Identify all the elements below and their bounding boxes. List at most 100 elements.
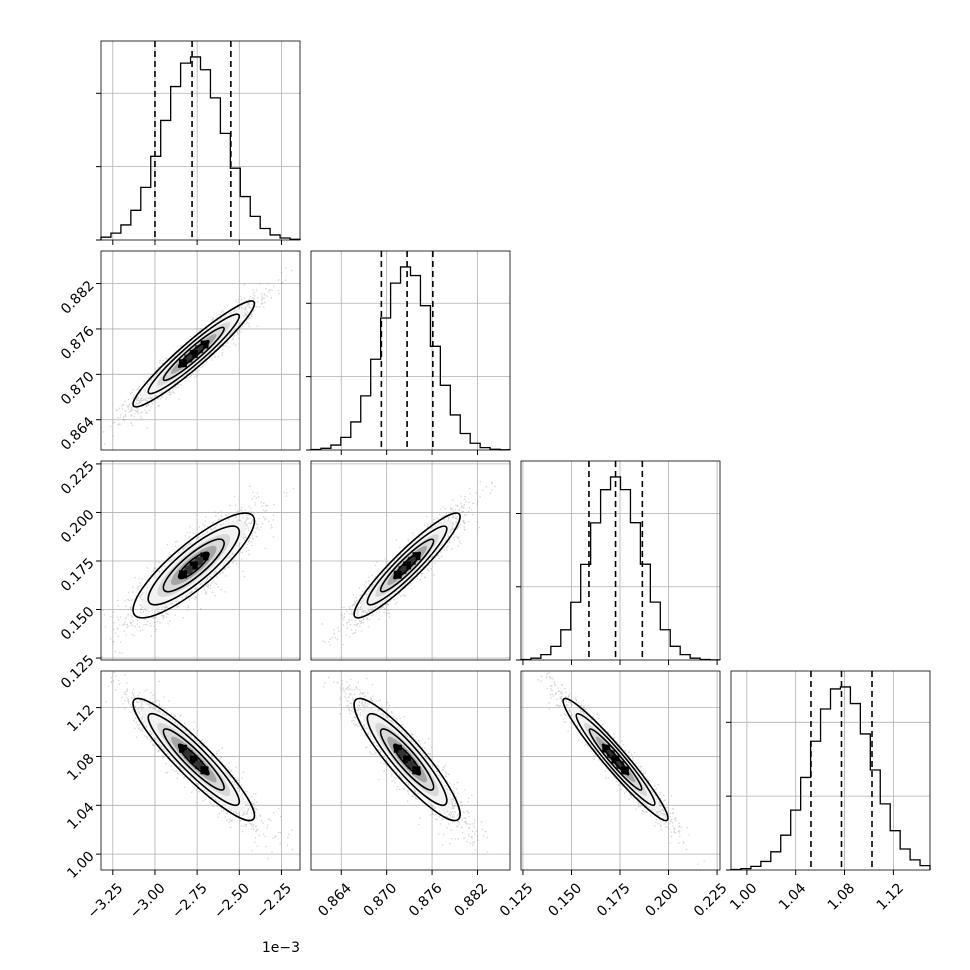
density-peak-1 (195, 345, 204, 354)
contour-3 (353, 512, 461, 619)
density-peak-2 (189, 561, 198, 570)
density-peak-3 (616, 760, 625, 769)
x-tick-label-2-3: 0.200 (642, 880, 682, 920)
panel-frame (310, 670, 511, 871)
density-peak-3 (407, 760, 416, 769)
density-peak-4 (393, 570, 402, 579)
y-tick-label-2-4: 0.225 (58, 458, 98, 498)
density-peak-0 (179, 744, 188, 753)
contour-1 (162, 728, 225, 791)
y-tick-label-2-3: 0.200 (58, 507, 98, 547)
density-peak-1 (195, 556, 204, 565)
density-peak-3 (184, 354, 193, 363)
scatter-panel-3-2 (520, 670, 721, 871)
contour-2 (147, 712, 241, 807)
x-tick-label-2-0: 0.125 (497, 880, 537, 920)
x-tick-label-1-3: 0.882 (451, 880, 491, 920)
density-peak-1 (184, 750, 193, 759)
y-tick-label-1-3: 0.882 (58, 278, 98, 318)
panel-frame (310, 460, 511, 661)
density-peak-4 (179, 570, 188, 579)
density-peak-4 (200, 766, 209, 775)
density-peak-2 (189, 755, 198, 764)
density-peak-3 (184, 565, 193, 574)
x-tick-label-0-2: −2.75 (169, 880, 211, 922)
histogram-panel-2 (516, 460, 721, 661)
contour-2 (147, 313, 241, 395)
x-tick-label-0-0: −3.25 (85, 880, 127, 922)
contour-0 (177, 743, 210, 776)
y-tick-label-1-1: 0.870 (58, 369, 98, 409)
contour-1 (588, 728, 643, 791)
y-tick-label-3-2: 1.08 (64, 751, 97, 784)
contour-1 (379, 728, 435, 791)
x-tick-label-2-2: 0.175 (594, 880, 634, 920)
contour-2 (366, 712, 448, 807)
panels-layer (96, 40, 931, 875)
contour-3 (132, 512, 256, 619)
density-peak-1 (398, 750, 407, 759)
density-peak-3 (398, 566, 407, 575)
contour-1 (162, 538, 225, 593)
density-peak-2 (611, 755, 620, 764)
scatter-panel-1-0 (96, 250, 301, 451)
contour-2 (366, 525, 448, 606)
y-tick-label-2-2: 0.175 (58, 555, 98, 595)
density-peak-1 (407, 556, 416, 565)
x-tick-label-3-3: 1.12 (874, 880, 907, 913)
x-tick-label-2-4: 0.225 (691, 880, 731, 920)
scatter-panel-2-0 (96, 460, 301, 661)
panel-content (101, 251, 300, 450)
x-offset-label-0: 1e−3 (262, 940, 300, 956)
contour-3 (132, 697, 256, 822)
panel-content (101, 461, 300, 660)
histogram-panel-1 (306, 250, 511, 451)
panel-content (521, 671, 720, 870)
contour-1 (379, 538, 435, 593)
x-tick-label-1-2: 0.876 (406, 880, 446, 920)
histogram-steps-2 (520, 476, 721, 661)
panel-frame (520, 460, 721, 661)
density-peak-2 (403, 755, 412, 764)
x-tick-label-3-1: 1.04 (776, 880, 809, 913)
y-tick-label-1-2: 0.876 (58, 323, 98, 363)
density-peak-4 (620, 766, 629, 775)
y-tick-label-3-3: 1.12 (64, 702, 97, 735)
scatter-panel-3-1 (310, 670, 511, 871)
x-tick-label-2-1: 0.150 (545, 880, 585, 920)
histogram-panel-0 (96, 40, 301, 241)
y-tick-label-3-0: 1.00 (64, 848, 97, 881)
x-tick-label-3-0: 1.00 (727, 880, 760, 913)
y-tick-label-3-1: 1.04 (64, 800, 97, 833)
contour-3 (132, 300, 256, 408)
histogram-steps-0 (100, 56, 301, 240)
scatter-panel-3-0 (96, 670, 301, 871)
density-peak-0 (393, 744, 402, 753)
density-peak-0 (602, 744, 611, 753)
x-tick-label-1-1: 0.870 (361, 880, 401, 920)
panel-content (101, 671, 300, 870)
panel-content (311, 671, 510, 870)
contour-0 (177, 551, 210, 580)
y-tick-label-2-0: 0.125 (58, 652, 98, 692)
y-tick-label-2-1: 0.150 (58, 604, 98, 644)
density-peak-4 (412, 766, 421, 775)
histogram-steps-3 (730, 686, 931, 871)
x-tick-label-1-0: 0.864 (315, 880, 355, 920)
contour-0 (393, 551, 422, 580)
contour-3 (353, 697, 461, 822)
density-peak-1 (606, 750, 615, 759)
panel-frame (100, 670, 301, 871)
panel-frame (100, 250, 301, 451)
panel-frame (100, 40, 301, 241)
contour-1 (162, 326, 225, 382)
density-peak-4 (178, 359, 187, 368)
contour-0 (177, 339, 210, 368)
histogram-panel-3 (726, 670, 931, 871)
density-peak-0 (200, 340, 209, 349)
density-peak-2 (403, 561, 412, 570)
density-peak-3 (195, 760, 204, 769)
contour-3 (562, 697, 669, 822)
x-tick-label-3-2: 1.08 (825, 880, 858, 913)
